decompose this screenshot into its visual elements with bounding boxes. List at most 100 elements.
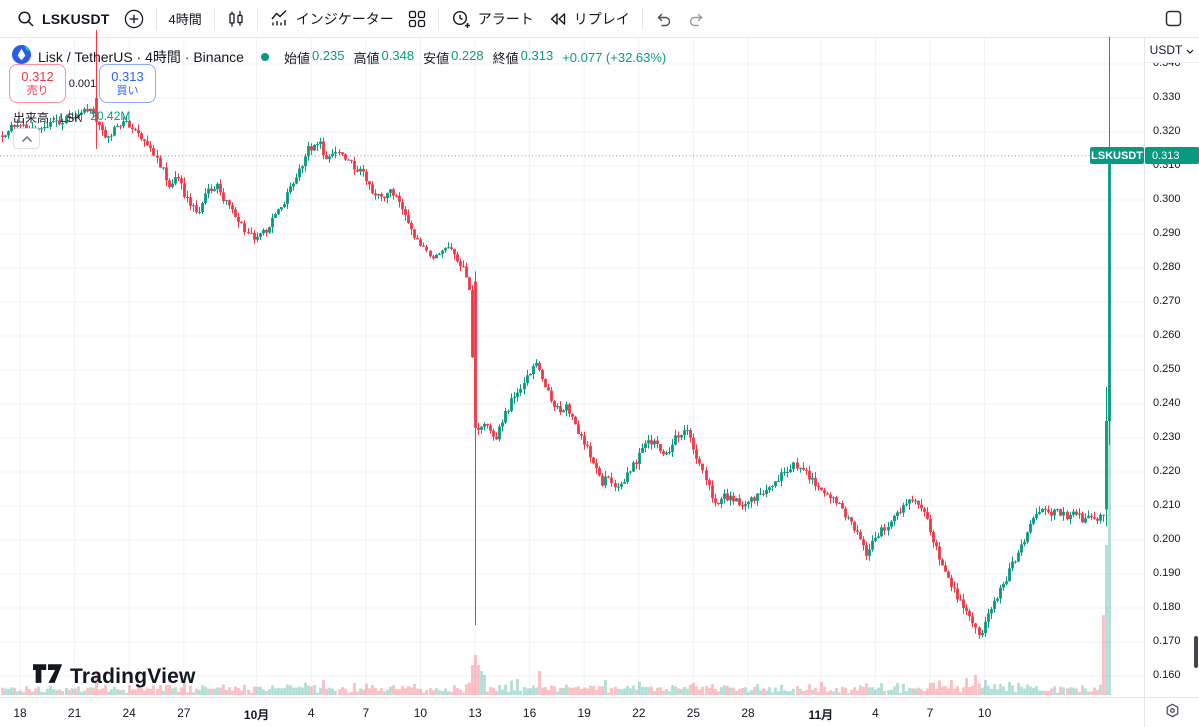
redo-button[interactable]: [680, 7, 712, 31]
toolbar-separator: [437, 7, 439, 30]
price-tick: 0.230: [1153, 431, 1181, 443]
square-outline-icon: [1165, 10, 1182, 27]
price-tick: 0.210: [1153, 499, 1181, 511]
close-label: 終値: [492, 50, 519, 66]
indicators-button[interactable]: インジケーター: [263, 5, 401, 33]
price-tick: 0.330: [1153, 91, 1181, 103]
tradingview-logo-icon: [33, 663, 63, 690]
alert-clock-icon: [451, 9, 471, 29]
sell-button[interactable]: 0.312 売り: [9, 64, 66, 103]
open-label: 始値: [283, 50, 310, 66]
candlestick-chart-canvas[interactable]: [0, 30, 1144, 697]
price-tick: 0.240: [1153, 397, 1181, 409]
price-tick: 0.270: [1153, 295, 1181, 307]
current-price-text: 0.313: [1152, 149, 1180, 162]
time-tick: 16: [522, 706, 537, 720]
high-label: 高値: [353, 50, 380, 66]
time-tick: 22: [632, 706, 646, 720]
axis-settings-corner[interactable]: [1144, 698, 1199, 727]
volume-value: 20.42M: [90, 109, 131, 123]
toolbar-separator: [155, 7, 157, 30]
axis-scrollbar-thumb[interactable]: [1194, 636, 1198, 668]
tradingview-logo-text: TradingView: [70, 664, 196, 688]
time-tick: 7: [362, 706, 370, 720]
undo-icon: [655, 11, 673, 27]
buy-price: 0.313: [111, 68, 144, 84]
price-tick: 0.220: [1153, 465, 1181, 477]
redo-icon: [687, 11, 705, 27]
time-tick: 10: [977, 706, 992, 720]
symbol-title[interactable]: Lisk / TetherUS · 4時間 · Binance: [38, 49, 244, 65]
high-value: 0.348: [381, 47, 415, 63]
price-axis[interactable]: USDT 0.340 0.330 0.320 0.310 0.300 0.290 0.280…: [1144, 38, 1199, 697]
alert-label: アラート: [477, 10, 534, 27]
compare-add-symbol-button[interactable]: [117, 5, 151, 33]
spread-value: 0.001: [68, 77, 97, 90]
close-value: 0.313: [520, 47, 554, 63]
price-tick: 0.300: [1153, 193, 1181, 205]
price-tick: 0.160: [1153, 669, 1181, 681]
replay-label: リプレイ: [573, 10, 630, 27]
layout-grid-button[interactable]: [401, 6, 433, 32]
time-tick: 7: [926, 706, 934, 720]
price-tick: 0.170: [1153, 635, 1181, 647]
time-tick: 24: [122, 706, 136, 720]
toolbar-separator: [256, 7, 258, 30]
chart-type-button[interactable]: [220, 6, 252, 32]
indicators-label: インジケーター: [295, 10, 394, 27]
chart-legend: Lisk / TetherUS · 4時間 · Binance 始値 0.235 …: [12, 45, 666, 69]
time-tick: 11月: [808, 708, 834, 722]
ohlc-values: 始値 0.235 高値 0.348 安値 0.228 終値 0.313 +0.077 (…: [284, 48, 666, 67]
time-tick: 4: [872, 706, 879, 720]
grid-layout-icon: [408, 10, 426, 28]
time-tick: 10月: [243, 708, 270, 722]
time-tick: 19: [577, 706, 591, 720]
time-axis[interactable]: 18 21 24 27 10月 4 7 10 13 16 19 22 25 28 11月 4 7 10: [0, 697, 1199, 727]
replay-button[interactable]: リプレイ: [541, 5, 637, 33]
currency-selector[interactable]: USDT: [1145, 38, 1199, 63]
price-tick: 0.290: [1153, 227, 1181, 239]
price-tick: 0.180: [1153, 601, 1181, 613]
change-value: +0.077 (+32.63%): [562, 49, 667, 65]
alert-button[interactable]: アラート: [444, 5, 541, 33]
toolbar-separator: [213, 7, 215, 30]
indicators-icon: [270, 9, 289, 28]
candlestick-icon: [227, 10, 245, 28]
price-tick: 0.260: [1153, 329, 1181, 341]
volume-label: 出来高 · LSK: [13, 111, 83, 125]
sell-label: 売り: [26, 84, 49, 97]
tradingview-watermark: TradingView: [33, 663, 196, 690]
chart-pane[interactable]: Lisk / TetherUS · 4時間 · Binance 始値 0.235 …: [0, 30, 1199, 697]
legend-collapse-button[interactable]: [13, 128, 40, 149]
time-tick: 27: [177, 706, 191, 720]
time-tick: 10: [413, 706, 428, 720]
symbol-search-button[interactable]: LSKUSDT: [10, 6, 117, 32]
buy-button[interactable]: 0.313 買い: [99, 64, 156, 103]
time-tick: 28: [741, 706, 755, 720]
volume-legend: 出来高 · LSK 20.42M: [13, 109, 130, 126]
open-value: 0.235: [311, 47, 345, 63]
undo-button[interactable]: [648, 7, 680, 31]
time-tick: 25: [686, 706, 701, 720]
chevron-up-icon: [21, 130, 33, 148]
replay-rewind-icon: [548, 10, 567, 28]
fullscreen-layout-button[interactable]: [1158, 6, 1189, 31]
low-label: 安値: [423, 50, 450, 66]
price-tick: 0.250: [1153, 363, 1181, 375]
symbol-name: LSKUSDT: [42, 10, 110, 27]
interval-button[interactable]: 4時間: [162, 5, 209, 32]
buy-label: 買い: [116, 84, 139, 97]
current-price-label: 0.313: [1145, 147, 1199, 165]
sell-price: 0.312: [21, 68, 54, 84]
price-tick: 0.200: [1153, 533, 1181, 545]
market-status-dot[interactable]: [260, 53, 269, 61]
lisk-logo: [12, 45, 31, 69]
time-tick: 18: [13, 706, 27, 720]
price-tick: 0.190: [1153, 567, 1181, 579]
price-line-symbol-badge: LSKUSDT: [1090, 147, 1144, 165]
top-toolbar: LSKUSDT 4時間: [0, 0, 1199, 38]
chevron-down-icon: [1186, 43, 1194, 57]
plus-circle-icon: [124, 9, 144, 29]
time-tick: 21: [67, 706, 82, 720]
